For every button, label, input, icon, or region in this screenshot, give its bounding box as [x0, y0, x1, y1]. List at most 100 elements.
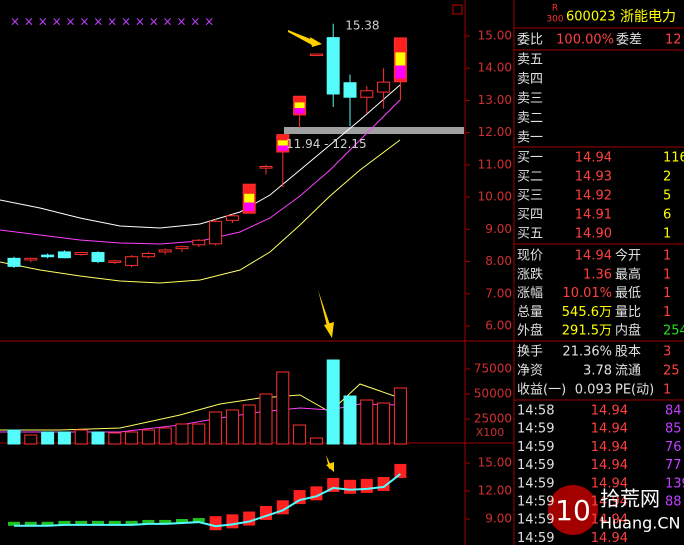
candle-body — [192, 239, 206, 246]
stat-value: 3 — [663, 345, 671, 360]
candle-body — [24, 257, 38, 261]
candle-body — [74, 252, 88, 255]
badge: R — [552, 4, 558, 14]
limit-fill — [395, 65, 406, 79]
indicator-tick-label: 9.00 — [485, 512, 512, 526]
stat-label: 外盘 — [517, 323, 543, 339]
trade-volume: 77 — [665, 458, 682, 473]
volume-bar — [377, 402, 391, 445]
indicator-bar — [192, 518, 205, 523]
indicator-bar — [176, 519, 188, 523]
ma-line — [0, 84, 401, 229]
volume-bar — [393, 387, 407, 445]
volume-bar — [74, 429, 88, 445]
trade-volume: 76 — [665, 440, 682, 455]
ask-label: 卖三 — [517, 92, 543, 107]
trade-price: 14.94 — [591, 531, 628, 545]
limit-fill — [395, 52, 406, 66]
trade-time: 14:59 — [517, 422, 554, 437]
stat-label: PE(动) — [615, 383, 654, 398]
bid-volume: 6 — [663, 208, 671, 223]
volume-tick-label: 25000 — [474, 412, 512, 426]
trade-price: 14.94 — [591, 440, 628, 455]
gap-label: 11.94 - 12.15 — [286, 137, 367, 151]
trade-time: 14:59 — [517, 495, 554, 510]
volume-bar — [276, 371, 290, 445]
stat-label: 最低 — [615, 286, 641, 301]
indicator-bar — [92, 520, 104, 525]
stat-label: 收益(一) — [517, 383, 566, 398]
bid-label: 买五 — [517, 227, 543, 242]
candle-body — [175, 246, 189, 250]
watermark: 拾荒网 — [600, 487, 660, 511]
stat-label: 涨幅 — [517, 286, 543, 301]
volume-bar — [293, 424, 307, 445]
watermark: 10 — [555, 494, 591, 527]
high-label: 15.38 — [345, 18, 379, 32]
stat-value: 25 — [663, 364, 680, 379]
stat-value: 1.36 — [583, 267, 612, 282]
candle-body — [326, 37, 340, 95]
bid-label: 买三 — [517, 189, 543, 204]
candle-body — [108, 260, 122, 263]
candle-body — [377, 81, 391, 93]
indicator-bar — [125, 520, 138, 525]
value: 12 — [665, 33, 682, 48]
volume-bar — [326, 359, 340, 445]
stat-label: 净资 — [517, 364, 543, 379]
stat-value: 1 — [663, 286, 671, 301]
candle-body — [158, 249, 172, 253]
stat-label: 现价 — [517, 249, 543, 264]
price-tick-label: 9.00 — [485, 222, 512, 236]
volume-tick-label: 75000 — [474, 362, 512, 376]
candle-body — [57, 251, 71, 259]
stat-value: 1 — [663, 267, 671, 282]
bid-label: 买四 — [517, 208, 543, 223]
ask-label: 卖二 — [517, 111, 543, 126]
stat-label: 换手 — [517, 345, 543, 360]
stat-value: 545.6万 — [562, 305, 612, 320]
volume-bar — [91, 431, 105, 445]
limit-fill — [294, 102, 305, 109]
volume-bar — [141, 429, 155, 445]
stat-label: 最高 — [615, 266, 641, 282]
stat-value: 21.36% — [562, 345, 612, 360]
stock-code: 600023 — [566, 10, 616, 25]
indicator-bar — [159, 519, 172, 524]
candle-body — [309, 53, 323, 57]
stat-value: 14.94 — [575, 249, 612, 264]
indicator-bar — [108, 520, 121, 525]
label: 委比 — [517, 33, 543, 48]
bid-price: 14.92 — [575, 189, 612, 204]
stat-value: 1 — [663, 249, 671, 264]
volume-tick-label: 50000 — [474, 387, 512, 401]
limit-fill — [277, 145, 288, 151]
indicator-bar — [41, 521, 54, 526]
indicator-bar — [394, 463, 407, 478]
arrows — [288, 30, 334, 472]
indicator-line — [14, 473, 402, 528]
stat-value: 1 — [663, 305, 671, 320]
bid-price: 14.93 — [575, 170, 612, 185]
volume-bar — [309, 437, 323, 445]
stat-label: 今开 — [615, 248, 641, 264]
stat-value: 3.78 — [583, 364, 612, 379]
indicator-bar — [293, 490, 306, 505]
bid-volume: 1 — [663, 227, 671, 242]
candle-body — [343, 82, 357, 98]
indicator-bar — [58, 520, 71, 525]
indicator-bar — [75, 520, 88, 525]
trade-price: 14.94 — [591, 458, 628, 473]
indicator-bar — [344, 479, 356, 494]
indicator-bar — [142, 519, 155, 524]
stat-value: 0.093 — [575, 383, 612, 398]
trade-volume: 85 — [665, 422, 682, 437]
price-tick-label: 11.00 — [478, 157, 512, 171]
watermark: Huang.CN — [600, 514, 681, 533]
stat-label: 量比 — [615, 305, 641, 320]
bid-label: 买一 — [517, 151, 543, 166]
price-tick-label: 15.00 — [478, 29, 512, 43]
indicator-bar — [226, 514, 239, 529]
watermark-logo — [548, 485, 598, 535]
price-tick-label: 10.00 — [478, 190, 512, 204]
